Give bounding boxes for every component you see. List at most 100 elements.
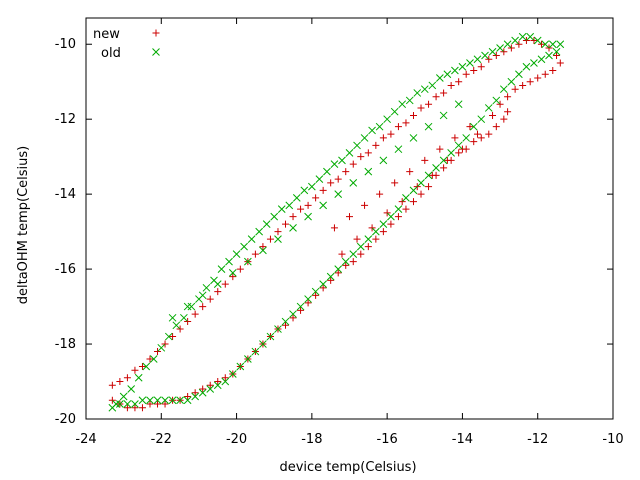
point-old: [149, 355, 158, 363]
point-new: [492, 123, 500, 131]
point-new: [334, 175, 342, 183]
point-new: [504, 108, 512, 116]
point-old: [424, 122, 433, 131]
point-old: [236, 362, 245, 371]
point-old: [183, 396, 192, 405]
x-tick-label: -22: [151, 432, 172, 447]
point-new: [319, 284, 327, 292]
point-new: [289, 314, 297, 322]
point-old: [247, 235, 256, 243]
point-new: [496, 100, 504, 108]
point-old: [409, 186, 418, 195]
point-new: [402, 119, 410, 127]
point-old: [533, 36, 542, 45]
point-old: [168, 313, 177, 322]
point-new: [349, 258, 357, 266]
point-old: [458, 62, 467, 71]
point-new: [500, 48, 508, 56]
point-new: [214, 288, 222, 296]
point-old: [503, 40, 512, 49]
point-new: [364, 243, 372, 251]
point-new: [537, 40, 545, 48]
point-old: [270, 212, 279, 221]
point-new: [191, 389, 199, 397]
point-old: [304, 212, 312, 221]
point-old: [304, 295, 312, 303]
point-new: [526, 78, 534, 86]
point-old: [206, 385, 215, 393]
point-old: [454, 100, 463, 109]
point-new: [372, 235, 380, 243]
y-tick-label: -12: [55, 112, 76, 127]
point-old: [424, 171, 433, 180]
point-new: [477, 134, 485, 142]
point-old: [285, 201, 294, 210]
legend-markers: [152, 29, 160, 56]
point-old: [330, 160, 339, 169]
point-old: [232, 250, 241, 258]
point-old: [383, 115, 391, 124]
point-old: [417, 179, 425, 187]
point-old: [428, 81, 437, 90]
point-new: [413, 183, 421, 191]
point-old: [123, 400, 132, 408]
point-old: [469, 122, 478, 131]
point-new: [108, 381, 116, 389]
point-new: [391, 179, 399, 187]
point-old: [292, 194, 301, 202]
point-old: [443, 70, 452, 79]
point-old: [202, 283, 211, 292]
point-new: [379, 228, 387, 236]
point-new: [138, 363, 146, 371]
point-new: [334, 269, 342, 277]
point-new: [206, 295, 214, 303]
x-tick-label: -20: [226, 432, 247, 447]
point-old: [484, 104, 493, 112]
point-old: [394, 205, 403, 213]
point-new: [176, 325, 184, 333]
point-old: [556, 40, 565, 49]
point-new: [319, 186, 327, 194]
point-old: [548, 40, 557, 49]
point-new: [274, 228, 282, 236]
point-new: [161, 400, 169, 408]
point-new: [376, 190, 384, 198]
point-old: [488, 47, 497, 56]
point-new: [409, 111, 417, 119]
x-tick-label: -18: [301, 432, 322, 447]
point-old: [368, 126, 376, 135]
point-new: [282, 220, 290, 228]
point-new: [221, 374, 229, 382]
legend: new old: [93, 27, 160, 61]
point-old: [296, 302, 305, 311]
point-old: [511, 36, 519, 45]
y-axis-title: deltaOHM temp(Celsius): [16, 146, 31, 305]
point-old: [379, 156, 388, 165]
point-old: [251, 347, 260, 356]
point-old: [420, 85, 429, 94]
point-new: [425, 100, 433, 108]
point-old: [153, 396, 162, 405]
point-new: [282, 321, 290, 329]
point-old: [379, 220, 388, 228]
point-old: [341, 257, 350, 266]
point-old: [496, 44, 504, 52]
point-old: [522, 62, 531, 71]
point-old: [394, 145, 403, 154]
point-new: [372, 141, 380, 149]
point-new: [485, 55, 493, 63]
point-new: [473, 130, 481, 138]
point-old: [134, 373, 143, 382]
legend-marker-old: [152, 48, 160, 56]
point-new: [462, 70, 470, 78]
legend-label-old: old: [101, 46, 121, 61]
point-new: [485, 130, 493, 138]
point-new: [161, 340, 169, 348]
point-old: [375, 122, 384, 131]
point-old: [262, 220, 271, 228]
point-new: [338, 250, 346, 258]
point-new: [440, 89, 448, 97]
point-old: [349, 179, 358, 187]
point-old: [413, 89, 422, 97]
point-new: [184, 318, 192, 326]
